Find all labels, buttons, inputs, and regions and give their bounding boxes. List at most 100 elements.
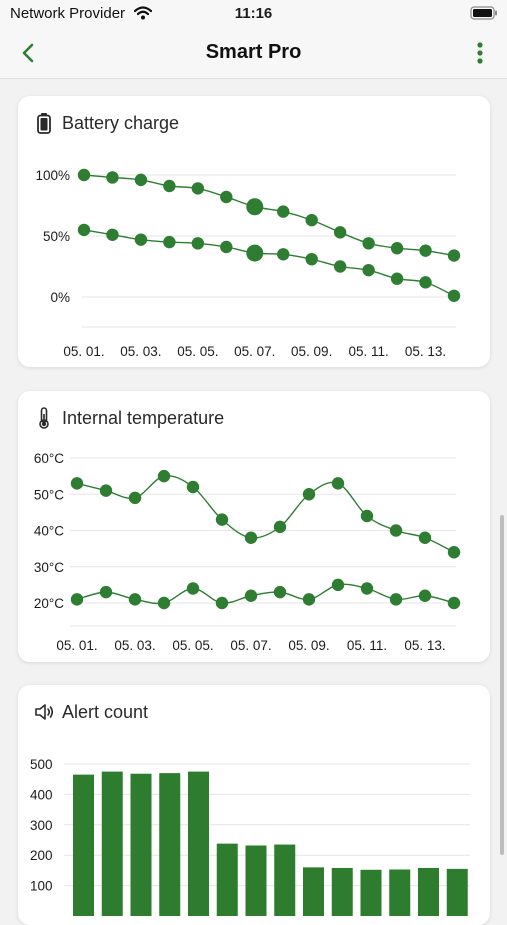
x-tick-label: 05. 01. [56, 638, 97, 653]
battery-charge-card: Battery charge 100% 50% 0% 05. 01. 05. 03. 05… [18, 96, 490, 367]
data-point [419, 244, 432, 257]
y-tick-label: 400 [30, 787, 53, 802]
bar [245, 845, 267, 916]
y-tick-label: 100 [30, 879, 53, 894]
data-point [128, 491, 142, 505]
more-vertical-icon [477, 42, 483, 64]
bar [130, 773, 152, 916]
data-point [163, 235, 176, 249]
card-header: Alert count [34, 700, 148, 724]
back-button[interactable] [16, 38, 44, 68]
scroll-indicator[interactable] [500, 515, 504, 855]
data-point [418, 531, 432, 544]
data-point [186, 582, 200, 595]
data-point [106, 171, 119, 184]
data-point [390, 242, 404, 255]
y-tick-label: 50% [43, 229, 70, 244]
data-point [331, 578, 345, 592]
data-point [360, 509, 374, 523]
data-point [390, 272, 404, 285]
data-point [362, 263, 375, 277]
x-tick-label: 05. 01. [63, 344, 104, 359]
y-tick-label: 100% [35, 168, 70, 183]
battery-icon [37, 113, 51, 134]
x-tick-label: 05. 03. [114, 638, 155, 653]
data-point [77, 223, 91, 237]
data-point [277, 248, 290, 261]
card-header: Battery charge [34, 111, 179, 135]
data-point [302, 488, 316, 501]
data-point [418, 589, 432, 602]
data-point [447, 546, 461, 559]
data-point [134, 233, 148, 246]
data-point [244, 531, 258, 544]
bar [331, 867, 353, 916]
x-tick-label: 05. 09. [288, 638, 329, 653]
highlighted-data-point [246, 244, 264, 262]
data-point [99, 484, 113, 497]
y-tick-label: 0% [50, 290, 70, 305]
bar [216, 843, 238, 916]
thermometer-icon [39, 407, 49, 429]
x-tick-label: 05. 09. [291, 344, 332, 359]
x-tick-label: 05. 03. [120, 344, 161, 359]
x-tick-label: 05. 05. [177, 344, 218, 359]
bar [188, 771, 209, 916]
card-title: Alert count [62, 701, 149, 722]
card-title: Battery charge [62, 112, 180, 133]
bar [101, 771, 123, 916]
data-point [389, 524, 403, 537]
status-bar: Network Provider 11:16 [0, 0, 507, 28]
data-point [419, 276, 432, 289]
data-point [389, 593, 403, 606]
battery-status-icon [470, 6, 497, 20]
y-tick-label: 300 [30, 818, 53, 833]
data-point [360, 582, 374, 595]
temperature-card: Internal temperature 60°C 50°C 40°C 30°C 20°… [18, 391, 490, 662]
bar [303, 867, 324, 916]
data-point [186, 480, 200, 494]
data-point [70, 477, 84, 490]
data-point [305, 252, 318, 266]
data-point [220, 190, 233, 204]
data-point [244, 589, 258, 602]
data-point [362, 237, 375, 250]
x-tick-label: 05. 07. [234, 344, 275, 359]
status-time: 11:16 [234, 5, 273, 22]
highlighted-data-point [246, 198, 264, 216]
bar [73, 774, 94, 916]
data-point [447, 249, 461, 262]
x-tick-label: 05. 11. [347, 638, 387, 653]
alert-count-chart: 500 400 300 200 100 [30, 757, 470, 916]
y-tick-label: 50°C [34, 487, 64, 502]
card-title: Internal temperature [62, 407, 225, 428]
y-tick-label: 200 [30, 848, 53, 863]
bar [274, 844, 296, 916]
more-options-button[interactable] [470, 38, 490, 68]
chevron-left-icon [22, 43, 34, 63]
x-tick-label: 05. 07. [230, 638, 271, 653]
bar [389, 869, 411, 916]
y-tick-label: 500 [30, 757, 53, 772]
data-point [331, 477, 345, 490]
data-point [106, 228, 119, 241]
bar [446, 868, 468, 916]
carrier-label: Network Provider [10, 5, 126, 22]
battery-chart: 100% 50% 0% 05. 01. 05. 03. 05. 05. 05. 07. 05.… [35, 168, 461, 359]
data-point [277, 205, 290, 218]
data-point [191, 237, 205, 250]
data-point [157, 469, 171, 483]
data-point [99, 585, 113, 599]
bar [418, 867, 439, 916]
card-header: Internal temperature [34, 406, 224, 430]
data-point [157, 596, 171, 610]
alert-count-card: Alert count 500 400 300 200 100 [18, 685, 490, 925]
data-point [273, 585, 287, 599]
data-point [191, 182, 205, 195]
data-point [447, 596, 461, 610]
data-point [70, 593, 84, 606]
x-tick-label: 05. 05. [172, 638, 213, 653]
temperature-chart: 60°C 50°C 40°C 30°C 20°C 05. 01. 05. 03. 05. 05… [34, 451, 461, 653]
data-point [333, 260, 347, 273]
y-tick-label: 20°C [34, 596, 64, 611]
